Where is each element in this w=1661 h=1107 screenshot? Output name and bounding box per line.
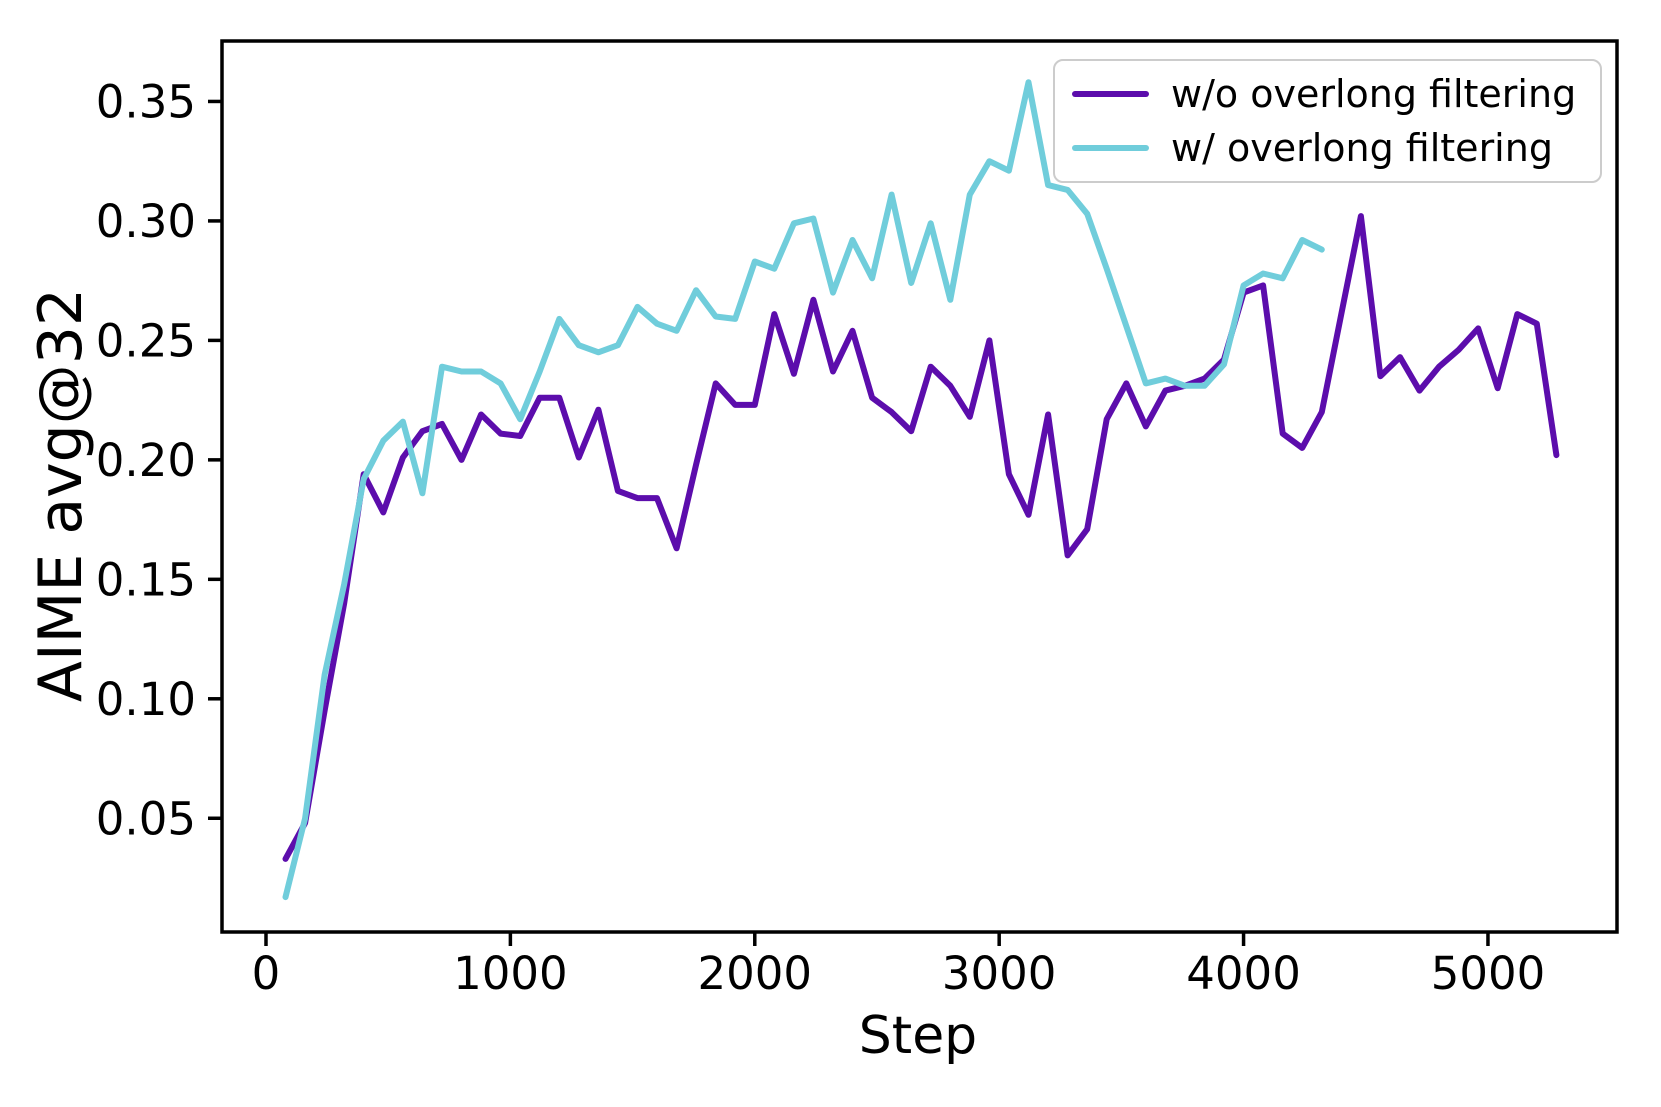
legend-line-swatch-purple [1072,90,1149,97]
x-tick-label: 2000 [698,947,813,1000]
legend: w/o overlong filtering w/ overlong filte… [1053,59,1602,183]
legend-label-w-overlong-filtering: w/ overlong filtering [1171,126,1553,171]
x-tick-label: 5000 [1431,947,1546,1000]
line-w-overlong-filtering [282,79,1325,901]
x-tick-label: 4000 [1186,947,1301,1000]
y-tick-label: 0.05 [96,792,196,845]
x-tick-label: 3000 [942,947,1057,1000]
legend-item-wo-overlong-filtering: w/o overlong filtering [1055,72,1600,116]
plot-frame [220,39,1619,934]
y-tick-label: 0.10 [96,673,196,726]
x-tick-label: 0 [252,947,281,1000]
y-tick-label: 0.15 [96,553,196,606]
legend-label-wo-overlong-filtering: w/o overlong filtering [1171,71,1577,116]
y-tick-label: 0.25 [96,314,196,367]
x-axis-label: Step [858,1006,978,1066]
y-tick-label: 0.35 [96,75,196,128]
legend-item-w-overlong-filtering: w/ overlong filtering [1055,126,1600,170]
y-tick-label: 0.30 [96,195,196,248]
legend-line-swatch-cyan [1072,145,1149,152]
y-axis-label: AIME avg@32 [26,287,96,703]
line-wo-overlong-filtering [282,213,1560,862]
y-tick-label: 0.20 [96,434,196,487]
x-tick-label: 1000 [453,947,568,1000]
